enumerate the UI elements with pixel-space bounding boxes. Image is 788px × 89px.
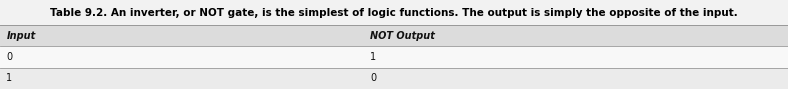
Text: Input: Input — [6, 31, 35, 41]
Text: Table 9.2. An inverter, or NOT gate, is the simplest of logic functions. The out: Table 9.2. An inverter, or NOT gate, is … — [50, 7, 738, 18]
Text: 1: 1 — [6, 73, 13, 83]
Text: 0: 0 — [6, 52, 13, 62]
Text: NOT Output: NOT Output — [370, 31, 435, 41]
Bar — [0, 68, 788, 89]
Bar — [0, 25, 788, 46]
Bar — [0, 0, 788, 25]
Bar — [0, 46, 788, 68]
Text: 0: 0 — [370, 73, 377, 83]
Text: 1: 1 — [370, 52, 377, 62]
